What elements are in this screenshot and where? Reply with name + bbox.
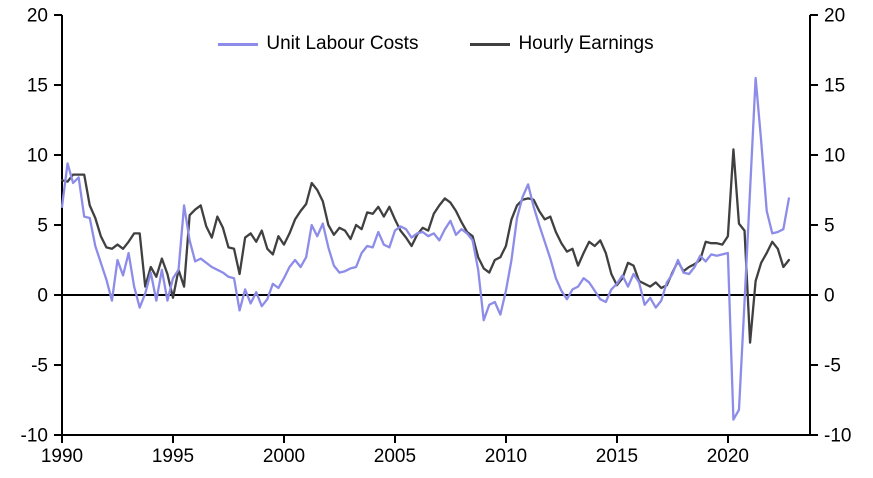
y-tick-label-left: -5: [31, 356, 48, 377]
x-tick-label: 1995: [152, 446, 194, 467]
x-tick-label: 2015: [596, 446, 638, 467]
series-line-unit-labour-costs: [60, 76, 791, 421]
y-tick-label-left: 20: [27, 6, 48, 27]
series-line-hourly-earnings: [60, 148, 791, 344]
y-tick-label-left: 15: [27, 76, 48, 97]
x-tick-label: 2000: [263, 446, 305, 467]
y-tick-label-right: 10: [824, 146, 845, 167]
x-tick-label: 1990: [41, 446, 83, 467]
y-tick-label-right: 0: [824, 286, 835, 307]
y-tick-label-right: 20: [824, 6, 845, 27]
y-tick-label-right: -5: [824, 356, 841, 377]
y-tick-label-right: 5: [824, 216, 835, 237]
x-tick-label: 2020: [707, 446, 749, 467]
y-tick-label-left: -10: [21, 426, 48, 447]
y-tick-label-left: 10: [27, 146, 48, 167]
y-tick-label-left: 5: [37, 216, 48, 237]
x-tick-label: 2010: [485, 446, 527, 467]
y-tick-label-right: -10: [824, 426, 851, 447]
y-tick-label-right: 15: [824, 76, 845, 97]
x-tick-label: 2005: [374, 446, 416, 467]
y-tick-label-left: 0: [37, 286, 48, 307]
